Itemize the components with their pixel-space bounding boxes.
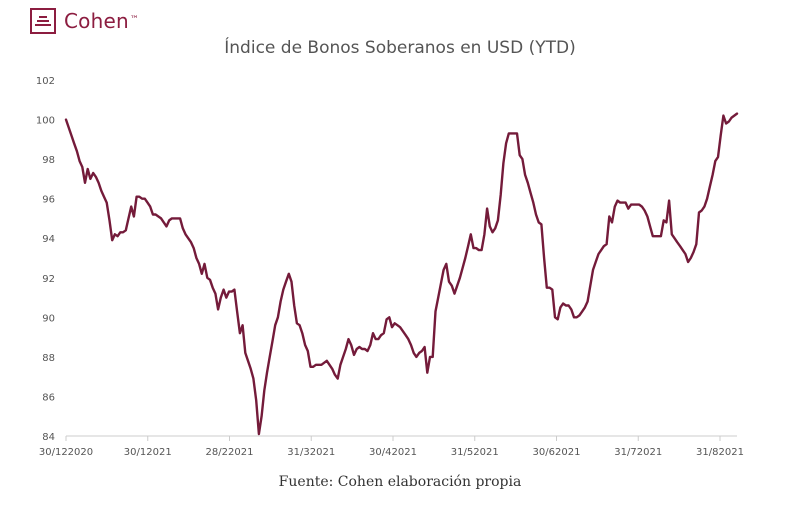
series-line xyxy=(64,112,739,436)
y-tick-label: 84 xyxy=(42,432,55,443)
cohen-logo: Cohen™ xyxy=(30,8,139,34)
y-tick-label: 90 xyxy=(42,313,55,324)
x-tick-label: 30/122020 xyxy=(39,447,93,458)
y-axis: 84 86 88 90 92 94 96 98 100 102 xyxy=(36,76,55,443)
logo-mark-icon xyxy=(30,8,56,34)
y-tick-label: 92 xyxy=(42,274,55,285)
chart-title: Índice de Bonos Soberanos en USD (YTD) xyxy=(224,38,576,58)
x-axis: 30/122020 30/12021 28/22021 31/32021 30/4202… xyxy=(39,435,744,458)
y-tick-label: 94 xyxy=(42,234,55,245)
x-tick-label: 31/72021 xyxy=(614,447,662,458)
x-tick-label: 28/22021 xyxy=(206,447,254,458)
x-tick-label: 31/82021 xyxy=(696,447,744,458)
y-tick-label: 86 xyxy=(42,392,55,403)
x-tick-label: 31/52021 xyxy=(451,447,499,458)
y-tick-label: 102 xyxy=(36,76,55,87)
source-note: Fuente: Cohen elaboración propia xyxy=(278,474,522,490)
y-tick-label: 96 xyxy=(42,195,55,206)
trademark-mark: ™ xyxy=(129,15,140,25)
y-tick-label: 88 xyxy=(42,353,55,364)
x-tick-label: 31/32021 xyxy=(287,447,335,458)
y-tick-label: 98 xyxy=(42,155,55,166)
y-tick-label: 100 xyxy=(36,116,55,127)
x-tick-label: 30/62021 xyxy=(533,447,581,458)
brand-name: Cohen™ xyxy=(64,9,140,33)
x-tick-label: 30/12021 xyxy=(124,447,172,458)
x-tick-label: 30/42021 xyxy=(369,447,417,458)
